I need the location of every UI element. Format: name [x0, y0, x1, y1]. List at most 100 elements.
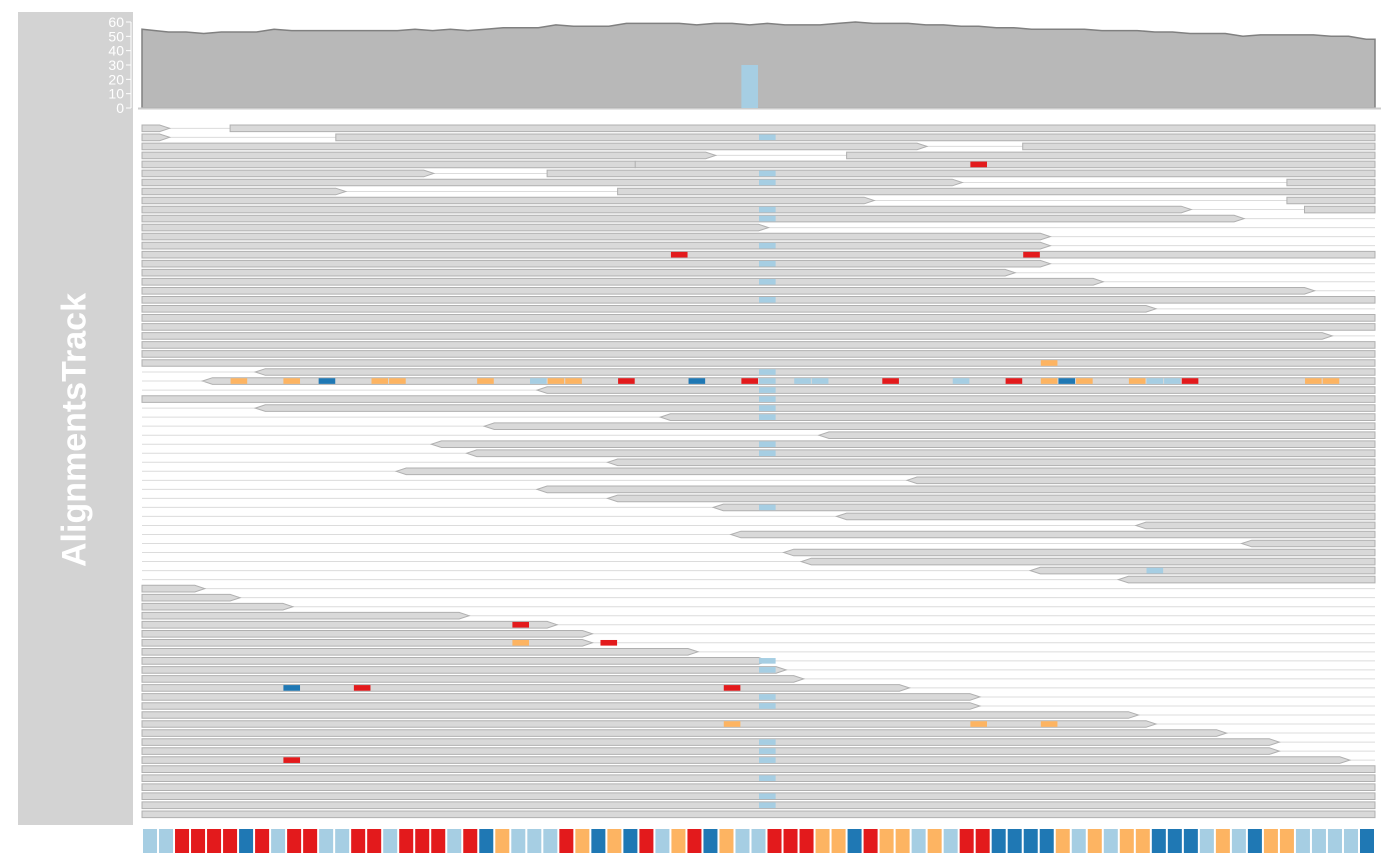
read-81	[141, 765, 1376, 773]
read-44	[817, 431, 1376, 439]
y-tick-label-30: 30	[108, 57, 124, 73]
mismatch-79-0	[759, 748, 776, 754]
coverage-track	[138, 21, 1381, 110]
sequence-base-26	[559, 829, 574, 853]
read-70	[141, 666, 788, 674]
read-57	[782, 548, 1376, 557]
mismatch-38-3	[371, 378, 389, 384]
read-65	[141, 620, 559, 629]
read-42	[658, 413, 1376, 421]
sequence-base-50	[943, 829, 958, 853]
mismatch-38-24	[1181, 378, 1199, 384]
sequence-base-63	[1151, 829, 1166, 853]
mismatch-69-0	[759, 658, 776, 664]
mismatch-38-11	[741, 378, 758, 384]
read-18	[141, 205, 1193, 214]
sequence-base-42	[815, 829, 830, 853]
read-24	[141, 250, 1376, 259]
mismatch-coverage-bar-0	[741, 65, 758, 108]
sequence-base-46	[879, 829, 894, 853]
read-3	[335, 133, 1376, 142]
sequence-base-8	[271, 829, 286, 853]
mismatch-11-0	[759, 170, 776, 177]
mismatch-39-0	[759, 387, 776, 393]
mismatch-38-1	[283, 378, 301, 384]
mismatch-38-19	[1058, 378, 1076, 384]
sequence-base-65	[1183, 829, 1198, 853]
sequence-base-14	[367, 829, 382, 853]
mismatch-38-9	[618, 378, 635, 384]
sequence-base-4	[207, 829, 222, 853]
read-45	[429, 440, 1376, 448]
read-7	[846, 151, 1376, 160]
read-68	[141, 648, 700, 656]
read-43	[482, 422, 1376, 430]
read-72	[141, 684, 911, 692]
read-6	[141, 151, 718, 160]
sequence-base-49	[927, 829, 942, 853]
mismatch-40-0	[759, 396, 776, 402]
sequence-base-69	[1247, 829, 1262, 853]
mismatch-38-20	[1076, 378, 1093, 384]
read-16	[141, 196, 876, 205]
mismatch-37-0	[759, 369, 776, 375]
sequence-base-38	[751, 829, 766, 853]
read-39	[535, 386, 1376, 394]
mismatch-38-5	[477, 378, 494, 384]
sequence-base-27	[575, 829, 590, 853]
sequence-base-7	[255, 829, 270, 853]
mismatch-80-1	[759, 757, 776, 763]
sequence-base-31	[639, 829, 654, 853]
read-80	[141, 756, 1352, 764]
y-tick-label-60: 60	[108, 14, 124, 30]
y-tick-label-40: 40	[108, 43, 124, 59]
mismatch-24-0	[670, 251, 688, 258]
read-23	[141, 241, 1052, 250]
sequence-base-25	[543, 829, 558, 853]
read-74	[141, 702, 982, 710]
mismatch-38-10	[688, 378, 706, 384]
mismatch-38-22	[1146, 378, 1164, 384]
mismatch-74-0	[759, 703, 776, 709]
read-40	[141, 395, 1376, 403]
read-78	[141, 738, 1281, 746]
sequence-base-51	[959, 829, 974, 853]
mismatch-24-1	[1023, 251, 1040, 258]
read-59	[1028, 566, 1376, 575]
sequence-base-5	[223, 829, 238, 853]
read-86	[141, 810, 1376, 819]
mismatch-65-0	[512, 621, 530, 628]
mismatch-38-4	[389, 378, 406, 384]
read-15	[617, 187, 1376, 196]
mismatch-42-0	[759, 414, 776, 420]
sequence-base-74	[1327, 829, 1342, 853]
read-17	[1286, 196, 1376, 205]
mismatch-38-25	[1305, 378, 1322, 384]
mismatch-38-6	[530, 378, 547, 384]
mismatch-38-8	[565, 378, 582, 384]
read-30	[141, 305, 1158, 313]
sequence-base-56	[1039, 829, 1054, 853]
read-67	[141, 639, 594, 647]
sequence-base-24	[527, 829, 542, 853]
mismatch-78-0	[759, 739, 776, 745]
sequence-base-12	[335, 829, 350, 853]
read-37	[253, 368, 1376, 376]
read-75	[141, 711, 1140, 719]
read-61	[141, 584, 207, 593]
sequence-base-10	[303, 829, 318, 853]
sequence-base-41	[799, 829, 814, 853]
read-63	[141, 602, 295, 611]
read-85	[141, 801, 1376, 810]
sequence-base-21	[479, 829, 494, 853]
sequence-base-67	[1215, 829, 1230, 853]
read-32	[141, 323, 1376, 331]
read-19	[1304, 205, 1376, 214]
sequence-base-6	[239, 829, 254, 853]
mismatch-18-0	[759, 206, 776, 213]
sequence-base-58	[1071, 829, 1086, 853]
sequence-base-55	[1023, 829, 1038, 853]
read-29	[141, 296, 1376, 304]
sequence-base-20	[463, 829, 478, 853]
